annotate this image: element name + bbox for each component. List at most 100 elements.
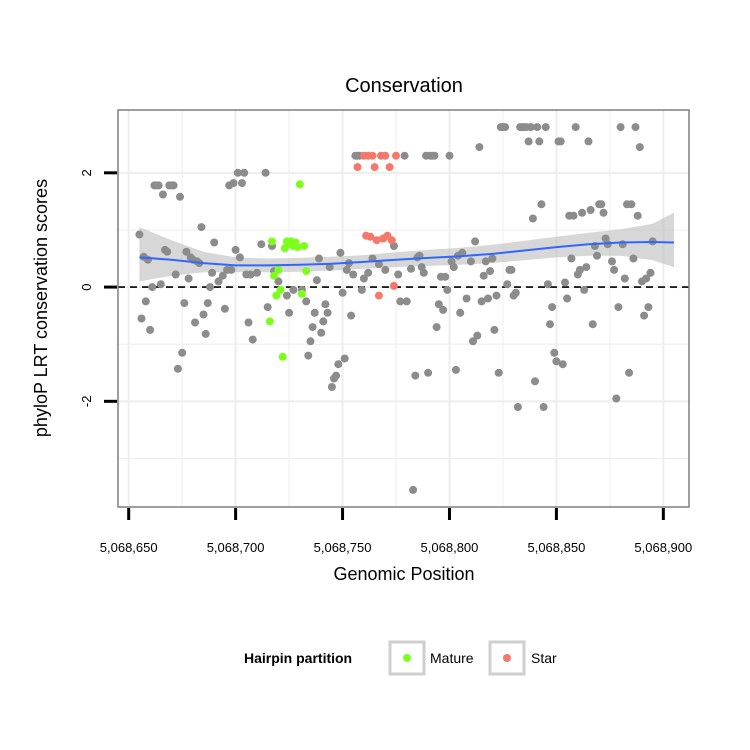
- point-other-19: [176, 192, 184, 201]
- point-other-63: [302, 297, 311, 306]
- point-star-4: [366, 232, 375, 241]
- y-axis: -2 0 2: [79, 169, 117, 407]
- point-other-1: [137, 314, 146, 323]
- smooth-curve: [139, 240, 675, 267]
- point-other-153: [524, 137, 533, 146]
- point-other-115: [439, 305, 448, 314]
- x-tick-label-4: 5,068,850: [527, 540, 585, 555]
- legend-label-star: Star: [531, 650, 557, 666]
- legend-key-mature: [388, 640, 426, 676]
- point-other-206: [640, 311, 649, 320]
- point-star-13: [385, 163, 394, 172]
- series-other: [135, 123, 657, 494]
- point-other-108: [424, 368, 433, 377]
- point-other-6: [148, 283, 157, 292]
- point-other-91: [364, 268, 373, 277]
- point-other-196: [618, 240, 627, 249]
- point-other-37: [218, 271, 227, 280]
- point-mature-2: [270, 271, 279, 280]
- point-other-121: [451, 365, 460, 374]
- point-other-65: [306, 337, 315, 346]
- point-other-188: [599, 208, 608, 217]
- point-other-191: [608, 257, 616, 266]
- point-other-34: [208, 268, 217, 277]
- point-other-125: [462, 294, 471, 303]
- point-other-13: [163, 247, 172, 256]
- point-other-201: [629, 254, 638, 263]
- confidence-band-area: [139, 212, 674, 282]
- point-other-45: [235, 253, 244, 262]
- data-points: [135, 123, 657, 494]
- point-other-9: [154, 181, 163, 190]
- point-other-195: [616, 123, 625, 132]
- point-other-124: [458, 248, 467, 257]
- point-mature-6: [278, 352, 287, 361]
- series-star: [353, 151, 400, 300]
- point-other-106: [419, 268, 428, 277]
- point-other-54: [261, 168, 270, 177]
- point-other-11: [158, 190, 167, 199]
- point-other-90: [359, 274, 368, 283]
- point-mature-15: [297, 289, 306, 298]
- point-other-192: [610, 265, 619, 274]
- point-other-208: [644, 303, 653, 312]
- point-other-85: [349, 270, 358, 279]
- point-other-197: [620, 274, 629, 283]
- point-other-155: [528, 214, 537, 223]
- legend-marker-mature: [403, 654, 411, 662]
- point-other-187: [597, 200, 606, 209]
- point-other-93: [374, 260, 383, 269]
- point-other-160: [539, 403, 548, 411]
- point-other-179: [580, 285, 589, 294]
- legend-label-mature: Mature: [430, 650, 474, 666]
- point-other-166: [552, 357, 561, 366]
- point-other-128: [471, 237, 480, 246]
- point-other-70: [317, 328, 326, 337]
- x-tick-label-3: 5,068,800: [421, 540, 479, 555]
- point-other-22: [182, 247, 191, 256]
- point-other-126: [466, 257, 475, 266]
- point-star-7: [372, 236, 381, 245]
- point-other-80: [338, 288, 347, 297]
- plot-frame: [117, 109, 690, 508]
- point-other-89: [357, 285, 366, 294]
- point-other-120: [449, 263, 458, 272]
- point-other-135: [486, 267, 495, 276]
- point-other-96: [394, 270, 403, 279]
- point-other-194: [614, 303, 623, 312]
- point-other-36: [214, 277, 223, 286]
- point-other-84: [347, 311, 356, 320]
- point-other-32: [203, 299, 212, 308]
- point-other-143: [503, 280, 512, 289]
- point-other-170: [561, 278, 569, 287]
- point-other-41: [227, 265, 236, 274]
- point-other-53: [257, 240, 266, 249]
- x-tick-label-5: 5,068,900: [634, 540, 692, 555]
- point-other-154: [526, 123, 535, 132]
- x-tick-label-2: 5,068,750: [314, 540, 372, 555]
- point-other-203: [633, 211, 642, 220]
- point-star-15: [389, 281, 398, 290]
- point-other-129: [473, 331, 482, 340]
- point-other-168: [556, 137, 565, 146]
- legend-title: Hairpin partition: [244, 650, 352, 666]
- point-other-81: [340, 354, 349, 363]
- point-other-35: [210, 238, 219, 247]
- point-other-10: [156, 280, 165, 289]
- point-mature-16: [300, 242, 309, 250]
- x-axis-label: Genomic Position: [333, 564, 474, 584]
- point-star-11: [381, 151, 390, 160]
- chart-title: Conservation: [345, 75, 463, 97]
- point-other-134: [484, 294, 492, 303]
- point-other-130: [475, 143, 484, 152]
- point-other-98: [400, 151, 409, 160]
- point-other-50: [246, 270, 255, 279]
- point-other-209: [646, 268, 655, 277]
- point-other-68: [312, 276, 321, 285]
- point-mature-14: [295, 180, 304, 189]
- point-other-207: [642, 274, 651, 283]
- point-other-173: [567, 254, 576, 263]
- series-mature: [265, 180, 311, 361]
- point-other-136: [488, 254, 497, 263]
- point-other-3: [141, 297, 150, 306]
